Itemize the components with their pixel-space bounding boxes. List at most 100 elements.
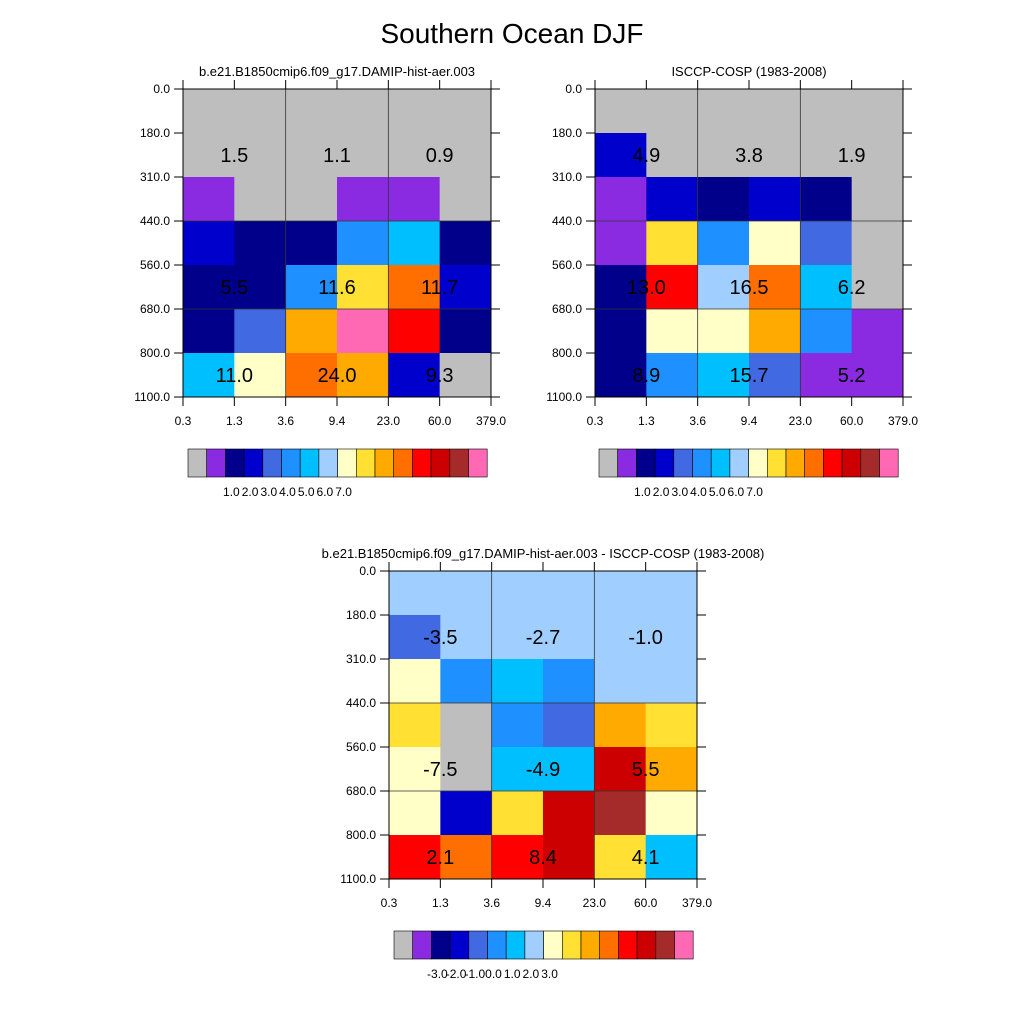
heatmap-cell	[389, 791, 441, 836]
group-value-label: -1.0	[628, 627, 662, 649]
heatmap-cell	[646, 89, 699, 134]
colorbar-swatch	[692, 448, 712, 478]
heatmap-cell	[749, 89, 801, 134]
colorbar-label: 3.0	[260, 485, 277, 499]
heatmap-cell	[851, 309, 904, 354]
colorbar-label: -2.0	[446, 967, 467, 981]
heatmap-cell	[645, 835, 698, 880]
colorbar-label: 3.0	[541, 967, 558, 981]
colorbar-swatch	[561, 930, 582, 960]
x-tick-label: 3.6	[689, 414, 706, 428]
heatmap-cell	[183, 265, 235, 310]
heatmap-cell	[645, 571, 698, 616]
heatmap-cell	[800, 353, 853, 398]
heatmap-cell	[543, 791, 595, 836]
colorbar-swatch	[618, 930, 638, 960]
heatmap-cell	[234, 133, 287, 178]
y-tick-label: 310.0	[140, 170, 170, 184]
heatmap-cell	[439, 353, 492, 398]
heatmap-cell	[595, 89, 647, 134]
y-tick-label: 310.0	[346, 652, 376, 666]
heatmap-cell	[800, 133, 853, 178]
heatmap-cell	[851, 265, 904, 310]
heatmap-cell	[389, 703, 441, 748]
x-tick-label: 379.0	[476, 414, 506, 428]
heatmap-cell	[439, 309, 492, 354]
y-tick-label: 0.0	[153, 82, 170, 96]
colorbar-label: -1.0	[464, 967, 485, 981]
x-tick-label: 379.0	[682, 896, 712, 910]
heatmap-cell	[337, 265, 389, 310]
heatmap-cell	[439, 221, 492, 266]
panel-2: ISCCP-COSP (1983-2008) 0.0 180.0 310.0 440.0…	[546, 64, 918, 499]
colorbar-label: 6.0	[317, 485, 334, 499]
group-value-label: 5.5	[220, 277, 248, 299]
heatmap-cell	[697, 353, 750, 398]
heatmap-cell	[800, 89, 853, 134]
heatmap-cell	[440, 571, 493, 616]
heatmap-cell	[645, 615, 698, 660]
heatmap-cell	[594, 659, 647, 704]
heatmap-cell	[491, 659, 544, 704]
colorbar-swatch	[187, 448, 208, 478]
group-value-label: 5.5	[632, 759, 660, 781]
y-tick-label: 0.0	[359, 564, 376, 578]
colorbar-label: 4.0	[690, 485, 707, 499]
colorbar-swatch	[318, 448, 338, 478]
colorbar-label: 1.0	[504, 967, 521, 981]
colorbar-label: 7.0	[746, 485, 763, 499]
group-value-label: 6.2	[838, 277, 866, 299]
colorbar-label: -3.0	[427, 967, 448, 981]
colorbar-label: 7.0	[335, 485, 352, 499]
colorbar-swatch	[468, 448, 488, 478]
group-value-label: 13.0	[627, 277, 666, 299]
colorbar-swatch	[785, 448, 806, 478]
heatmap-cell	[645, 659, 698, 704]
heatmap-cell	[749, 309, 801, 354]
colorbar-swatch	[766, 448, 787, 478]
heatmap-cell	[594, 703, 647, 748]
heatmap-cell	[491, 747, 544, 792]
heatmap-cell	[389, 615, 441, 660]
heatmap-cell	[388, 309, 441, 354]
y-tick-label: 0.0	[565, 82, 582, 96]
heatmap-cell	[234, 309, 287, 354]
colorbar-swatch	[337, 448, 357, 478]
group-value-label: 5.2	[838, 365, 866, 387]
x-tick-label: 1.3	[638, 414, 655, 428]
heatmap-cell	[491, 615, 544, 660]
panel-1: b.e21.B1850cmip6.f09_g17.DAMIP-hist-aer.…	[134, 64, 506, 499]
heatmap-cell	[183, 309, 235, 354]
heatmap-cell	[491, 571, 544, 616]
heatmap-cell	[389, 747, 441, 792]
heatmap-cell	[543, 703, 595, 748]
heatmap-cell	[389, 835, 441, 880]
heatmap-cell	[645, 747, 698, 792]
heatmap-cell	[543, 615, 595, 660]
x-tick-label: 23.0	[583, 896, 607, 910]
colorbar-swatch	[599, 930, 619, 960]
x-tick-label: 0.3	[587, 414, 604, 428]
colorbar-swatch	[823, 448, 843, 478]
y-tick-label: 1100.0	[546, 390, 582, 404]
heatmap-cell	[697, 177, 750, 222]
group-value-label: 9.3	[426, 365, 454, 387]
heatmap-cell	[595, 353, 647, 398]
y-tick-label: 310.0	[552, 170, 582, 184]
heatmap-cell	[440, 747, 493, 792]
heatmap-cell	[285, 221, 338, 266]
heatmap-cell	[595, 221, 647, 266]
group-value-label: 0.9	[426, 145, 454, 167]
heatmap-cell	[337, 89, 389, 134]
x-tick-label: 379.0	[888, 414, 918, 428]
colorbar-swatch	[524, 930, 544, 960]
colorbar-label: 1.0	[634, 485, 651, 499]
group-value-label: 11.7	[421, 277, 458, 299]
heatmap-cell	[234, 89, 287, 134]
heatmap-cell	[646, 221, 699, 266]
colorbar-swatch	[655, 930, 675, 960]
colorbar-swatch	[299, 448, 320, 478]
x-tick-label: 9.4	[535, 896, 552, 910]
x-tick-label: 60.0	[840, 414, 864, 428]
